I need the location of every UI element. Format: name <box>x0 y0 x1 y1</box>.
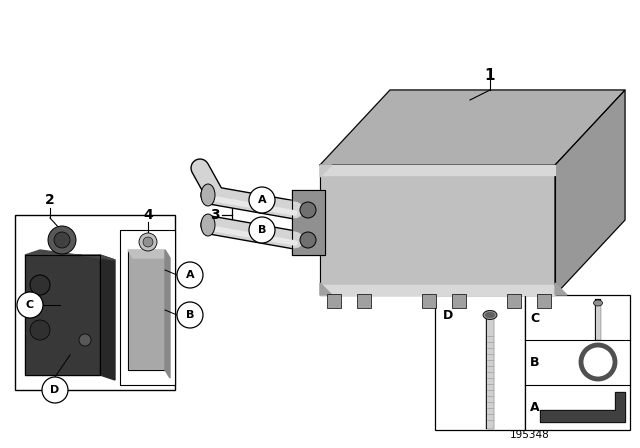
Polygon shape <box>555 283 567 295</box>
Text: 2: 2 <box>45 193 55 207</box>
Bar <box>120 230 175 385</box>
Bar <box>452 294 466 308</box>
Text: 4: 4 <box>143 208 153 222</box>
Text: A: A <box>186 270 195 280</box>
Polygon shape <box>540 392 625 422</box>
Ellipse shape <box>201 184 215 206</box>
Text: 195348: 195348 <box>510 430 550 440</box>
Polygon shape <box>165 250 170 378</box>
Ellipse shape <box>201 214 215 236</box>
Circle shape <box>139 233 157 251</box>
Text: 3: 3 <box>211 208 220 222</box>
Circle shape <box>300 202 316 218</box>
Polygon shape <box>320 90 625 165</box>
Polygon shape <box>25 250 115 260</box>
Circle shape <box>48 226 76 254</box>
Bar <box>507 294 521 308</box>
Polygon shape <box>320 165 332 177</box>
Polygon shape <box>100 255 115 380</box>
Circle shape <box>143 237 153 247</box>
Text: C: C <box>26 300 34 310</box>
Ellipse shape <box>483 310 497 319</box>
Text: 1: 1 <box>484 68 495 82</box>
Polygon shape <box>320 283 332 295</box>
Bar <box>435 295 525 430</box>
Circle shape <box>177 262 203 288</box>
Text: D: D <box>443 309 453 322</box>
Circle shape <box>17 292 43 318</box>
Bar <box>422 294 436 308</box>
Circle shape <box>30 275 50 295</box>
Circle shape <box>30 320 50 340</box>
Circle shape <box>177 302 203 328</box>
Polygon shape <box>128 250 170 258</box>
Polygon shape <box>320 285 555 295</box>
Bar <box>537 294 551 308</box>
Ellipse shape <box>593 300 602 306</box>
Text: B: B <box>186 310 194 320</box>
Bar <box>15 215 175 390</box>
Polygon shape <box>320 165 555 175</box>
Circle shape <box>300 232 316 248</box>
Circle shape <box>249 187 275 213</box>
Text: D: D <box>51 385 60 395</box>
Polygon shape <box>292 190 325 255</box>
Text: C: C <box>530 311 539 324</box>
Ellipse shape <box>485 312 495 318</box>
Circle shape <box>42 377 68 403</box>
Bar <box>327 294 341 308</box>
Polygon shape <box>320 165 555 295</box>
Text: B: B <box>530 356 540 369</box>
Text: B: B <box>258 225 266 235</box>
Bar <box>357 294 371 308</box>
Circle shape <box>79 334 91 346</box>
Circle shape <box>249 217 275 243</box>
Polygon shape <box>128 250 165 370</box>
Polygon shape <box>25 255 100 375</box>
Polygon shape <box>320 90 625 165</box>
Text: A: A <box>530 401 540 414</box>
Text: A: A <box>258 195 266 205</box>
Polygon shape <box>555 90 625 295</box>
Bar <box>525 295 630 430</box>
Circle shape <box>54 232 70 248</box>
